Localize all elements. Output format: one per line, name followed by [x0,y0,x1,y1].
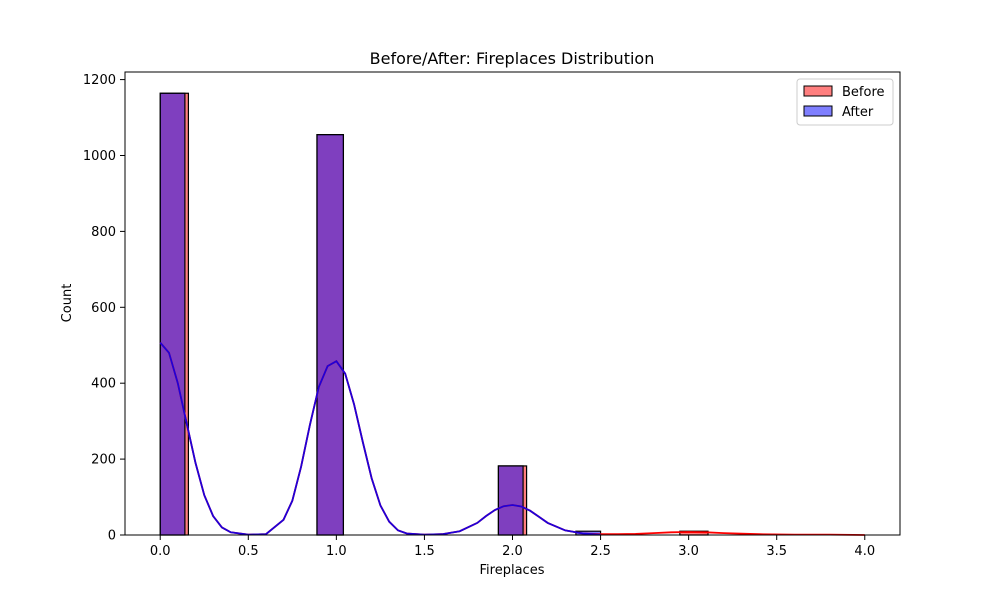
x-tick-label: 0.0 [150,544,171,559]
x-tick-label: 2.0 [502,544,523,559]
kde-line-after [159,342,601,536]
y-axis-label: Count [60,284,75,323]
y-tick-label: 600 [91,301,116,316]
x-axis-label: Fireplaces [480,563,545,578]
x-tick-label: 2.5 [590,544,611,559]
x-tick-label: 1.5 [414,544,435,559]
y-tick-label: 1200 [83,73,116,88]
x-tick-label: 4.0 [854,544,875,559]
plot-area [159,92,865,536]
y-tick-label: 0 [108,529,116,544]
legend-label-after: After [842,105,874,120]
y-tick-label: 1000 [83,149,116,164]
y-tick-label: 400 [91,377,116,392]
legend: Before After [796,78,894,126]
y-tick-label: 200 [91,453,116,468]
legend-swatch-before [803,85,833,97]
x-tick-label: 1.0 [326,544,347,559]
bar-after-1 [316,134,345,536]
legend-label-before: Before [842,85,885,100]
x-tick-label: 3.0 [678,544,699,559]
bar-after-0 [159,92,186,536]
y-tick-label: 800 [91,225,116,240]
bar-after-2 [497,465,524,536]
x-tick-label: 3.5 [766,544,787,559]
axes: 0.0 0.5 1.0 1.5 2.0 2.5 3.0 3.5 4.0 0 200 400 600 800… [83,71,901,559]
chart-title: Before/After: Fireplaces Distribution [370,49,655,68]
legend-swatch-after [803,105,833,117]
x-tick-label: 0.5 [238,544,259,559]
